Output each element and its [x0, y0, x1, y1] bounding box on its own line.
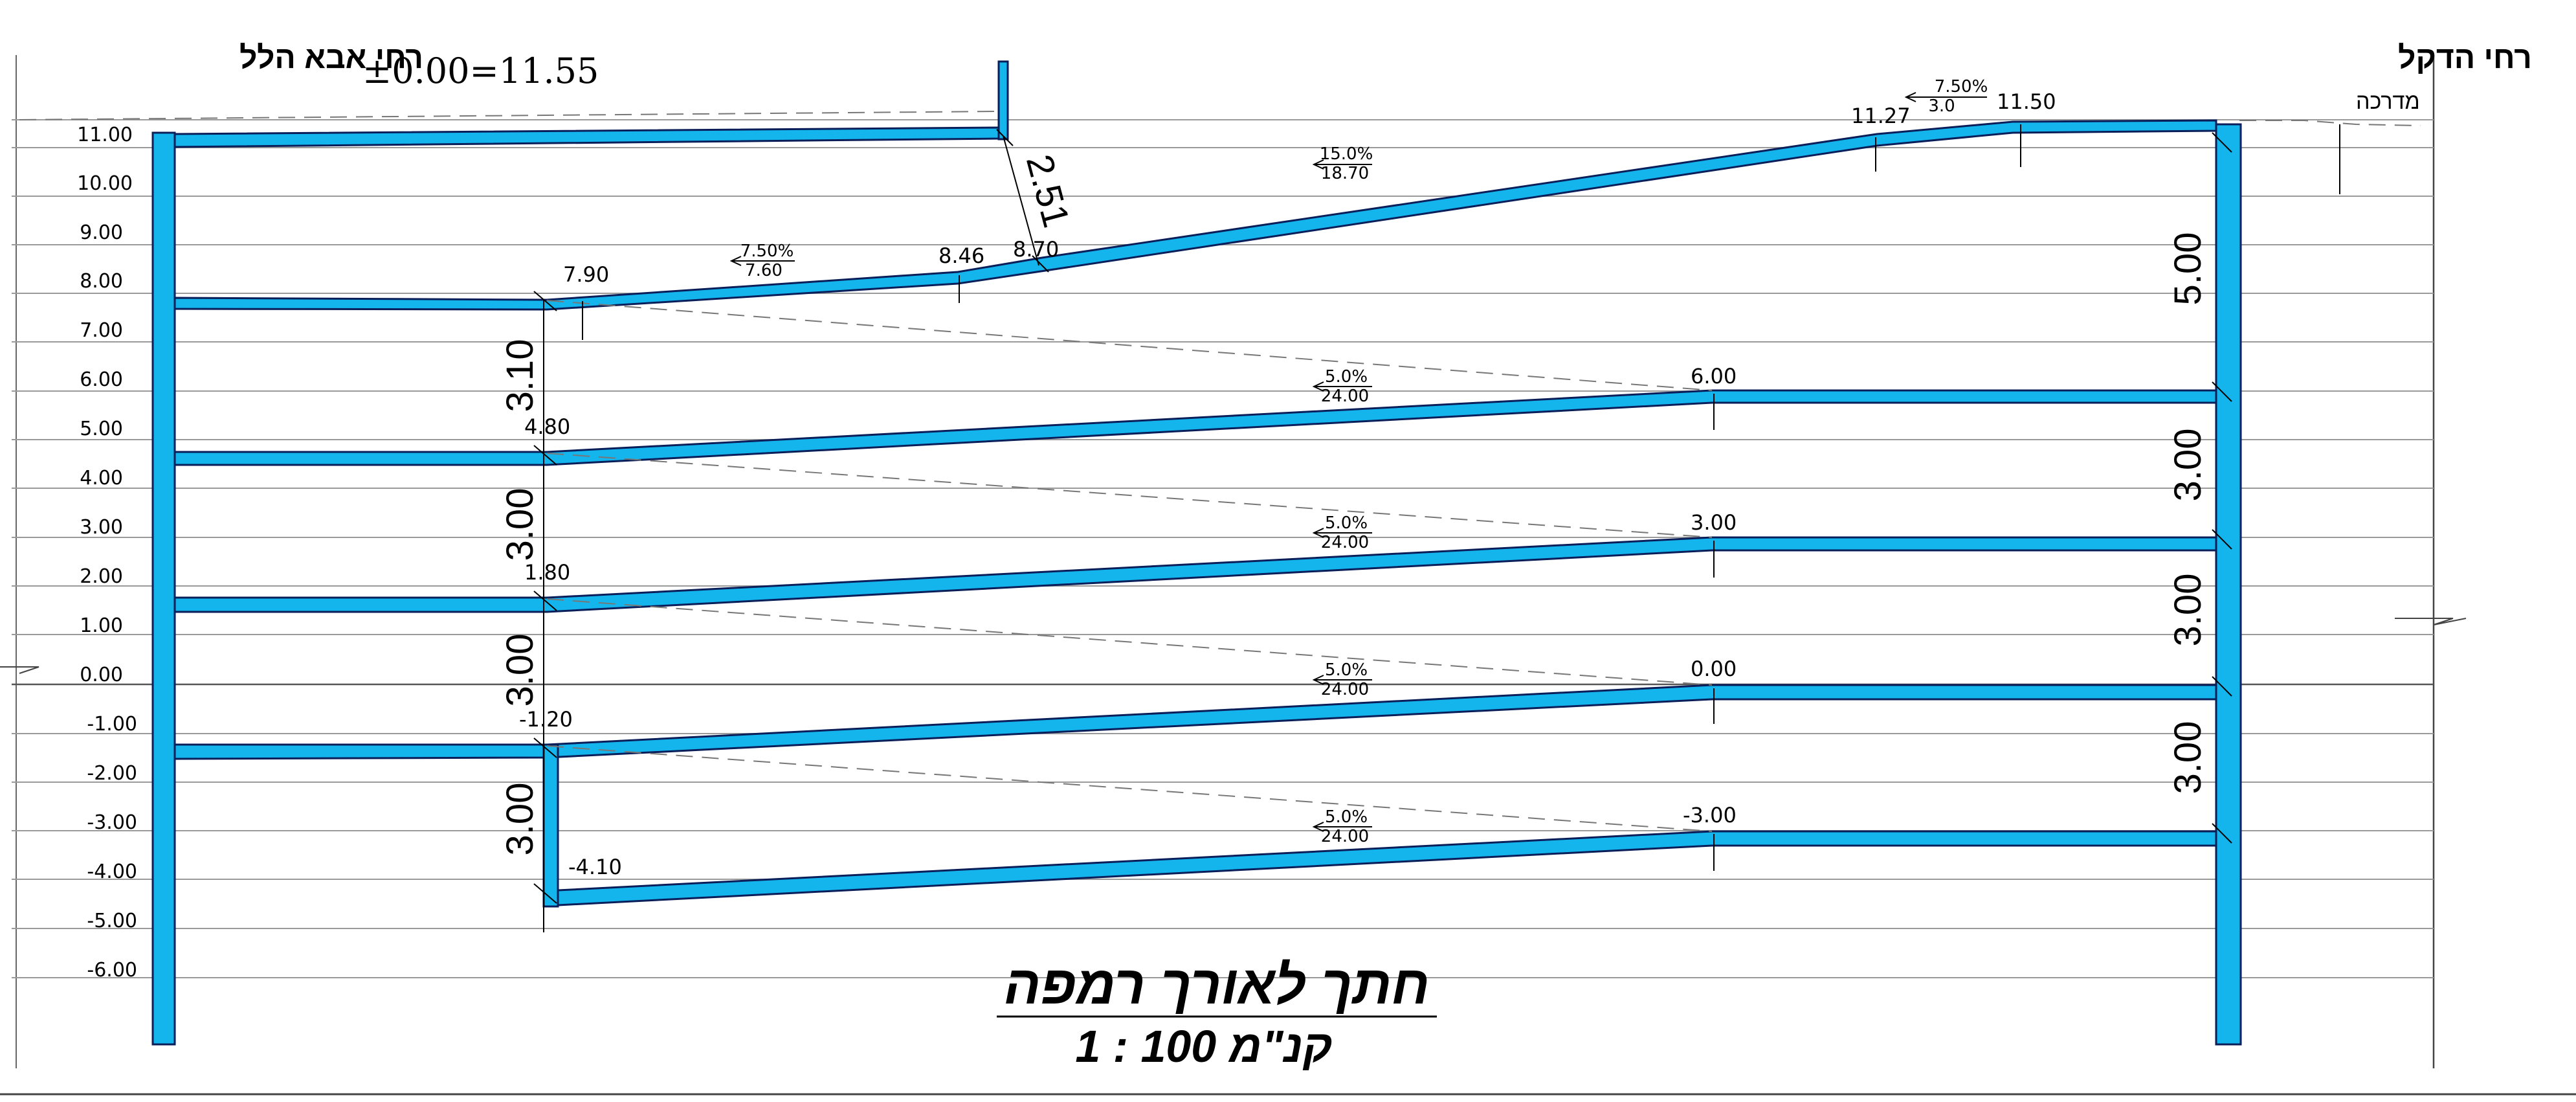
height-label: 3.00 — [2167, 574, 2209, 647]
height-label: 2.51 — [1018, 150, 1078, 232]
elevation-label: -5.00 — [87, 910, 137, 932]
level-label: 1.80 — [524, 560, 570, 585]
level-label: 3.00 — [1691, 510, 1737, 535]
elevation-label: -3.00 — [87, 811, 137, 834]
svg-text:5.0%: 5.0% — [1325, 367, 1368, 387]
height-label: 3.00 — [499, 783, 541, 856]
elevation-label: -1.00 — [87, 713, 137, 736]
svg-text:5.0%: 5.0% — [1325, 513, 1368, 533]
title-block: חתך לאורך רמפה 1 : 100 קנ"מ — [997, 954, 1437, 1072]
svg-text:7.50%: 7.50% — [1935, 77, 1988, 96]
svg-text:5.0%: 5.0% — [1325, 807, 1368, 827]
level-label: 8.70 — [1013, 237, 1059, 262]
slope-note: 5.0% 24.00 — [1312, 660, 1372, 699]
level-label: -4.10 — [568, 855, 622, 879]
floor-slab — [557, 830, 2217, 906]
slope-annotations: 7.50% 3.0 15.0% 18.70 7.50% 7.60 5.0% 24… — [729, 77, 1988, 846]
ground-lines — [19, 111, 2421, 194]
height-label: 3.00 — [499, 488, 541, 561]
floor-slab — [173, 536, 2217, 613]
left-street-label: רחי אבא הלל — [239, 41, 423, 75]
slope-note: 15.0% 18.70 — [1312, 144, 1373, 183]
svg-text:3.0: 3.0 — [1928, 96, 1955, 116]
elevation-label: 11.00 — [77, 124, 133, 146]
level-label: 11.50 — [1997, 89, 2056, 114]
sidewalk-label: מדרכה — [2356, 89, 2420, 114]
svg-text:24.00: 24.00 — [1321, 827, 1369, 846]
slope-note: 5.0% 24.00 — [1312, 513, 1372, 552]
elevation-label: 10.00 — [77, 172, 133, 195]
height-label: 5.00 — [2167, 232, 2209, 306]
top-ramp — [173, 119, 2217, 311]
svg-text:7.60: 7.60 — [745, 261, 783, 280]
level-label: 4.80 — [524, 414, 570, 439]
slope-guides — [546, 300, 1713, 832]
elevation-label: 8.00 — [80, 270, 123, 293]
elevation-label: 5.00 — [80, 418, 123, 440]
elevation-label: -2.00 — [87, 762, 137, 785]
svg-text:24.00: 24.00 — [1321, 680, 1369, 699]
elevation-label: 4.00 — [80, 467, 123, 489]
slope-note: 5.0% 24.00 — [1312, 367, 1372, 406]
slope-note: 7.50% 3.0 — [1904, 77, 1988, 116]
elevation-scale: 11.00 10.00 9.00 8.00 7.00 6.00 5.00 4.0… — [77, 124, 137, 982]
dimension-lines — [533, 124, 2232, 932]
svg-text:24.00: 24.00 — [1321, 387, 1369, 406]
level-label: 0.00 — [1691, 657, 1737, 681]
left-wall — [151, 131, 176, 1046]
slope-note: 7.50% 7.60 — [729, 242, 795, 280]
floor-slab — [173, 389, 2217, 466]
slope-note: 5.0% 24.00 — [1312, 807, 1372, 846]
elevation-label: 3.00 — [80, 516, 123, 539]
svg-text:7.50%: 7.50% — [740, 242, 794, 261]
level-label: 11.27 — [1851, 104, 1911, 128]
svg-text:18.70: 18.70 — [1321, 164, 1369, 183]
height-label: 3.10 — [499, 339, 541, 412]
elevation-label: 1.00 — [80, 614, 123, 637]
structure — [151, 60, 2242, 1046]
roof-slab — [173, 126, 1001, 148]
datum-label: ±0.00=11.55 — [362, 51, 599, 91]
right-wall — [2215, 123, 2242, 1046]
level-label: -3.00 — [1683, 803, 1737, 827]
elevation-label: 0.00 — [80, 664, 123, 686]
drawing-frame — [0, 55, 2576, 1096]
floor-slab — [173, 684, 2217, 760]
height-label: 3.00 — [2167, 429, 2209, 502]
svg-text:15.0%: 15.0% — [1320, 144, 1373, 164]
height-label: 3.00 — [499, 634, 541, 707]
elevation-label: 9.00 — [80, 221, 123, 244]
svg-text:5.0%: 5.0% — [1325, 660, 1368, 680]
level-label: 6.00 — [1691, 364, 1737, 388]
level-label: 7.90 — [563, 262, 609, 287]
svg-text:24.00: 24.00 — [1321, 533, 1369, 552]
parapet — [997, 60, 1009, 141]
drawing-title: חתך לאורך רמפה — [1004, 954, 1430, 1015]
elevation-label: 7.00 — [80, 319, 123, 342]
drawing-scale: 1 : 100 קנ"מ — [1075, 1021, 1332, 1072]
level-label: 8.46 — [938, 243, 984, 268]
elevation-label: 6.00 — [80, 368, 123, 391]
elevation-label: -4.00 — [87, 860, 137, 883]
elevation-label: 2.00 — [80, 565, 123, 588]
inner-wall — [542, 743, 559, 908]
level-annotations: 11.27 11.50 8.70 8.46 7.90 6.00 4.80 3.0… — [519, 89, 2056, 879]
level-label: -1.20 — [519, 707, 573, 732]
right-street-label: רחי הדקל — [2398, 41, 2532, 75]
height-label: 3.00 — [2167, 721, 2209, 794]
elevation-label: -6.00 — [87, 959, 137, 982]
